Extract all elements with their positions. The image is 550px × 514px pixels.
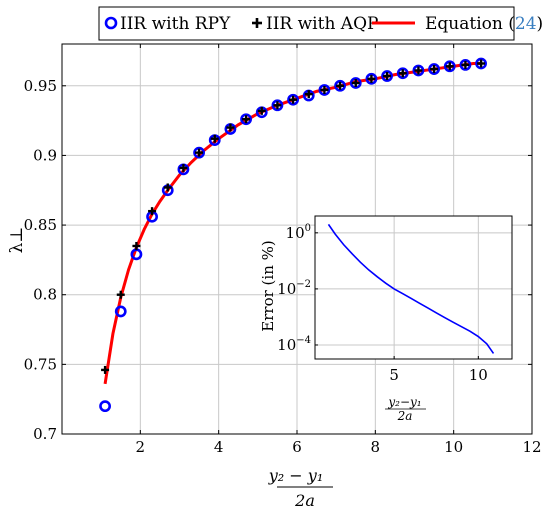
inset-y-tick-exponent: 0 bbox=[305, 223, 311, 234]
main-x-tick-label: 2 bbox=[136, 438, 146, 456]
rpy-point bbox=[318, 84, 331, 96]
aqp-point bbox=[351, 79, 360, 87]
aqp-point bbox=[210, 134, 219, 143]
aqp-point bbox=[461, 60, 470, 69]
main-plot-frame bbox=[61, 43, 533, 435]
rpy-point bbox=[459, 58, 472, 71]
rpy-point bbox=[334, 79, 346, 92]
aqp-point bbox=[195, 148, 204, 157]
main-y-tick-label: 0.8 bbox=[33, 286, 57, 304]
rpy-point bbox=[349, 77, 362, 89]
inset-y-tick-exponent: −4 bbox=[296, 335, 311, 346]
aqp-point bbox=[477, 59, 486, 68]
legend-rpy-label: IIR with RPY bbox=[120, 14, 231, 34]
rpy-point bbox=[193, 146, 205, 159]
rpy-point bbox=[114, 305, 127, 318]
rpy-series bbox=[99, 57, 487, 413]
rpy-point bbox=[412, 64, 425, 77]
rpy-point bbox=[396, 67, 409, 80]
rpy-point bbox=[240, 113, 252, 126]
aqp-point bbox=[367, 74, 376, 83]
main-x-tick-label: 6 bbox=[292, 438, 302, 456]
inset-y-tick-label: 10−4 bbox=[277, 335, 311, 354]
inset-y-tick-base: 10 bbox=[277, 280, 296, 298]
inset-error-line bbox=[327, 223, 495, 354]
aqp-point bbox=[430, 65, 439, 74]
legend-equation-label: Equation (24) bbox=[425, 14, 543, 34]
inset-x-tick-label: 10 bbox=[469, 366, 488, 384]
aqp-series bbox=[101, 59, 486, 374]
main-x-axis-label-denominator: 2a bbox=[294, 491, 315, 510]
aqp-point bbox=[398, 69, 407, 78]
rpy-point bbox=[287, 93, 299, 106]
aqp-point bbox=[257, 106, 266, 115]
main-series bbox=[99, 57, 487, 413]
legend-rpy-marker bbox=[104, 16, 118, 30]
main-y-tick-label: 0.9 bbox=[33, 146, 57, 164]
inset-x-tick-label: 5 bbox=[389, 366, 399, 384]
main-x-tick-label: 12 bbox=[522, 438, 541, 456]
inset-background bbox=[315, 216, 512, 359]
main-x-tick-label: 4 bbox=[214, 438, 224, 456]
legend: IIR with RPY IIR with AQP Equation (24) bbox=[98, 6, 543, 41]
rpy-point bbox=[475, 57, 487, 70]
inset-y-tick-exponent: −2 bbox=[296, 279, 311, 290]
inset-series bbox=[327, 223, 495, 354]
aqp-point bbox=[148, 207, 157, 216]
main-y-tick-label: 0.75 bbox=[24, 355, 57, 373]
main-y-axis-label: λ⊥ bbox=[7, 227, 27, 254]
rpy-point bbox=[443, 60, 456, 73]
inset-plot-frame bbox=[314, 215, 513, 360]
aqp-point bbox=[414, 66, 423, 75]
rpy-point bbox=[99, 400, 111, 413]
inset-y-tick-base: 10 bbox=[286, 224, 305, 242]
main-x-axis-label-numerator: y₂ − y₁ bbox=[268, 466, 323, 485]
legend-equation-ref[interactable]: 24 bbox=[515, 14, 537, 34]
main-y-ticks: 0.7 0.75 0.8 0.85 0.9 0.95 bbox=[24, 77, 532, 443]
aqp-point bbox=[179, 163, 188, 172]
aqp-point bbox=[242, 115, 251, 124]
inset-x-axis-label-denominator: 2a bbox=[397, 409, 413, 423]
inset-y-tick-label: 100 bbox=[286, 223, 311, 242]
aqp-point bbox=[304, 90, 313, 99]
inset-x-ticks: 5 10 bbox=[389, 356, 488, 384]
legend-aqp-label: IIR with AQP bbox=[266, 14, 378, 34]
inset-y-tick-base: 10 bbox=[277, 336, 296, 354]
main-y-tick-label: 0.85 bbox=[24, 216, 57, 234]
inset-grid bbox=[315, 216, 512, 359]
main-x-tick-label: 10 bbox=[444, 438, 463, 456]
main-x-tick-label: 8 bbox=[371, 438, 381, 456]
aqp-point bbox=[116, 290, 125, 299]
legend-box bbox=[98, 6, 515, 41]
main-x-ticks: 2 4 6 8 10 12 bbox=[136, 44, 542, 456]
aqp-point bbox=[445, 62, 454, 71]
main-y-tick-label: 0.7 bbox=[33, 425, 57, 443]
rpy-point bbox=[271, 99, 284, 112]
aqp-point bbox=[320, 85, 329, 94]
inset-y-tick-label: 10−2 bbox=[277, 279, 311, 298]
aqp-point bbox=[163, 183, 172, 192]
rpy-point bbox=[365, 72, 378, 85]
aqp-point bbox=[336, 81, 345, 90]
rpy-point bbox=[381, 70, 393, 82]
legend-aqp-marker bbox=[252, 18, 262, 28]
inset-x-axis-label-numerator: y₂−y₁ bbox=[387, 395, 421, 409]
legend-equation-text: Equation bbox=[425, 14, 503, 34]
aqp-point bbox=[226, 123, 235, 132]
aqp-point bbox=[273, 101, 282, 110]
main-y-tick-label: 0.95 bbox=[24, 77, 57, 95]
aqp-point bbox=[132, 241, 141, 250]
aqp-point bbox=[101, 365, 110, 374]
rpy-point bbox=[428, 63, 440, 75]
aqp-point bbox=[383, 72, 392, 81]
inset-y-axis-label: Error (in %) bbox=[259, 240, 277, 331]
aqp-point bbox=[289, 95, 298, 104]
